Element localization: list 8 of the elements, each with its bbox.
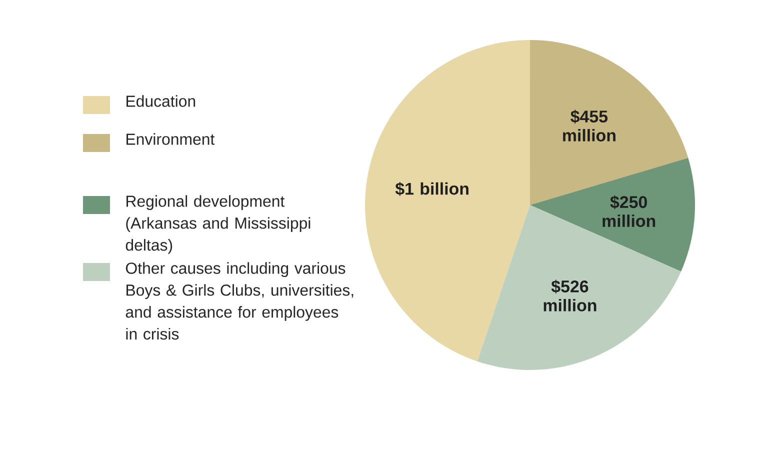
data-label: $1 billion bbox=[395, 182, 468, 196]
legend-label: Regional development (Arkansas and Mississippi deltas) bbox=[126, 195, 310, 254]
data-label: $526 million bbox=[544, 280, 596, 312]
data-label: $250 million bbox=[602, 195, 656, 228]
legend-label: Other causes including various Boys & Girls Clubs, universities, and assistance for employees in crisis bbox=[126, 262, 354, 340]
legend-label: Environment bbox=[126, 133, 215, 145]
data-label: $455 million bbox=[563, 110, 616, 142]
legend-label: Education bbox=[126, 95, 196, 107]
